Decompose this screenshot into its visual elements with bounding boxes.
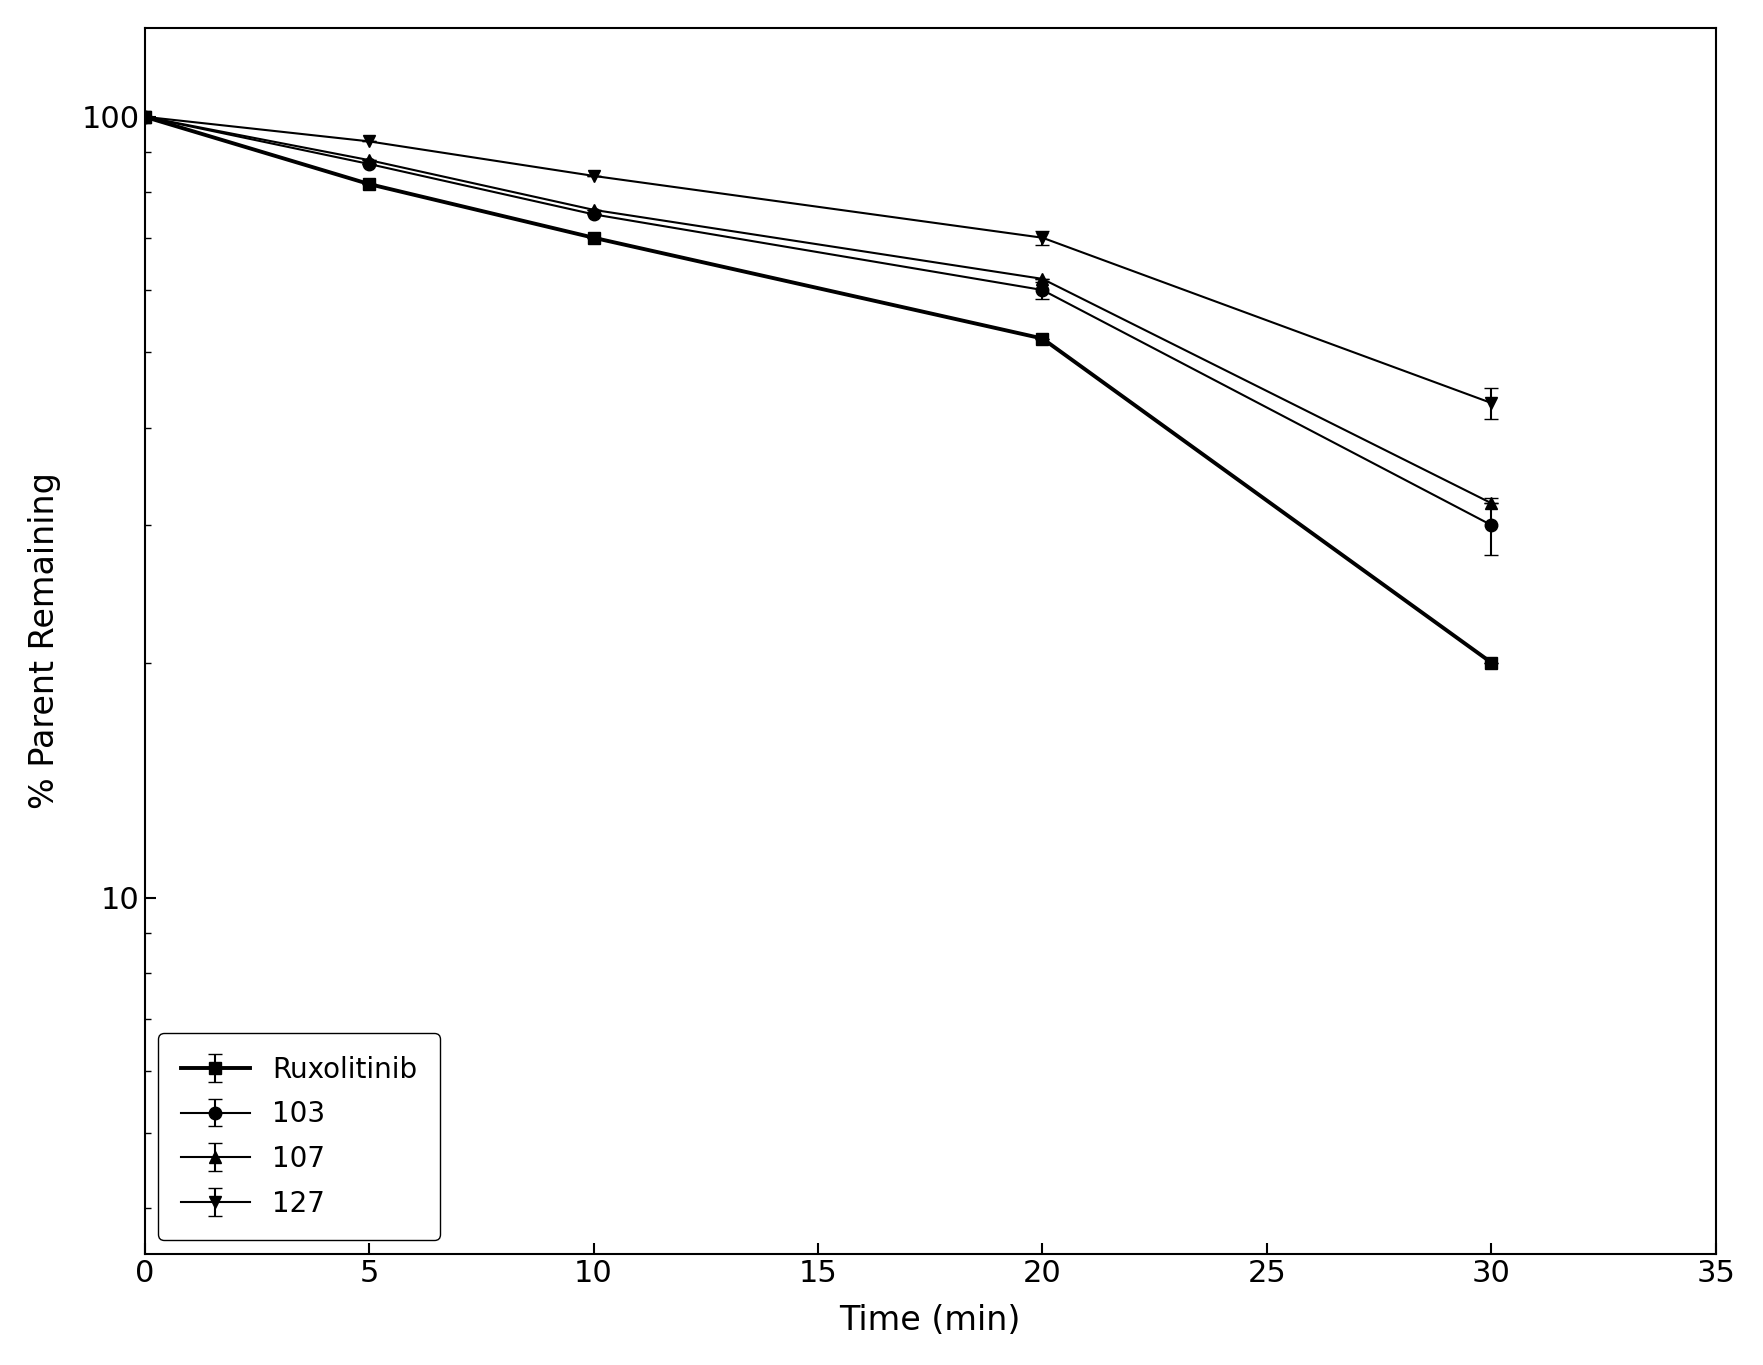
Legend: Ruxolitinib, 103, 107, 127: Ruxolitinib, 103, 107, 127	[159, 1033, 439, 1239]
Y-axis label: % Parent Remaining: % Parent Remaining	[28, 472, 60, 809]
X-axis label: Time (min): Time (min)	[839, 1304, 1021, 1338]
